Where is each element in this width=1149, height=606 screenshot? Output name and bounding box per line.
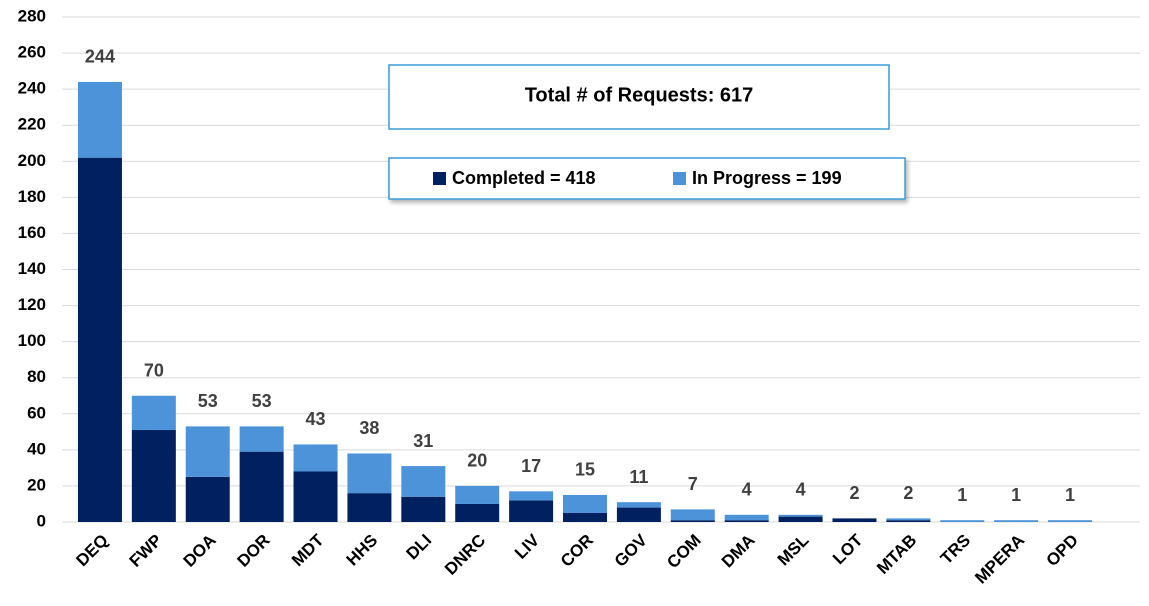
data-label: 20 [467,451,487,471]
legend-swatch [433,172,446,185]
x-tick-label: OPD [1043,531,1082,570]
data-label: 17 [521,456,541,476]
x-tick-label: DOR [233,531,273,571]
y-tick-label: 140 [18,259,46,278]
bar-segment [994,520,1039,522]
bar-segment [239,451,284,522]
data-label: 1 [1065,485,1075,505]
y-tick-label: 260 [18,43,46,62]
bar-segment [131,430,176,522]
bar-segment [131,395,176,431]
y-tick-label: 160 [18,223,46,242]
x-tick-label: GOV [611,530,652,571]
bar-segment [347,453,392,494]
bar-segment [886,518,931,521]
x-tick-label: MDT [288,530,328,570]
x-tick-label: MSL [774,531,813,570]
x-tick-label: TRS [937,531,974,568]
bar-segment [778,514,823,517]
bar-segment [455,485,500,504]
x-tick-label: DOA [180,531,220,571]
x-tick-label: COM [663,531,704,572]
bar-segment [185,426,230,477]
y-tick-label: 60 [27,403,46,422]
x-tick-label: COR [557,531,597,571]
data-label: 70 [144,361,164,381]
y-tick-label: 0 [37,511,46,530]
data-label: 1 [957,485,967,505]
bar-segment [293,444,338,472]
x-tick-label: DLI [403,531,436,564]
bar-segment [563,512,607,522]
annotation: Total # of Requests: 617 [525,84,754,106]
bar-segment [77,157,122,522]
y-tick-label: 120 [18,295,46,314]
y-tick-label: 240 [18,79,46,98]
bar-segment [401,496,446,522]
bar-segment [293,471,338,522]
bar-segment [347,493,392,522]
x-tick-label: FWP [126,531,166,571]
legend-box [388,157,906,200]
x-tick-label: MPERA [971,531,1028,588]
y-tick-label: 180 [18,187,46,206]
bar-segment [1048,520,1093,522]
bar-segment [886,520,931,522]
y-tick-label: 80 [27,367,46,386]
data-label: 43 [306,409,326,429]
bar-segment [670,520,715,522]
data-label: 15 [575,460,595,480]
bar-segment [77,81,122,158]
bar-segment [616,502,661,508]
data-label: 244 [85,47,115,67]
data-label: 53 [252,391,272,411]
data-label: 7 [688,474,698,494]
data-label: 2 [903,483,913,503]
x-tick-label: LIV [511,530,544,563]
y-tick-label: 200 [18,151,46,170]
data-label: 53 [198,391,218,411]
x-tick-label: DMA [718,531,759,572]
bar-segment [509,500,554,522]
y-tick-label: 20 [27,475,46,494]
y-tick-label: 40 [27,439,46,458]
bar-segment [563,494,607,513]
x-tick-label: DEQ [72,531,111,570]
legend-swatch [673,172,686,185]
bar-segment [832,518,877,522]
bar-segment [940,520,985,522]
x-tick-label: DNRC [441,531,489,579]
bar-segment [239,426,284,452]
data-label: 11 [629,467,648,487]
x-tick-label: HHS [343,531,382,570]
y-tick-label: 280 [18,6,46,25]
y-tick-label: 100 [18,331,46,350]
bar-segment [455,503,500,522]
bar-segment [778,516,823,522]
bar-segment [616,507,661,522]
bar-segment [401,466,446,497]
y-tick-label: 220 [18,115,46,134]
bar-segment [509,491,554,501]
data-label: 38 [359,418,379,438]
bar-segment [724,514,769,521]
bar-segment [185,476,230,522]
legend-label: Completed = 418 [452,168,596,188]
data-label: 4 [742,480,752,500]
annotation-box [388,64,890,130]
data-label: 31 [413,431,433,451]
x-tick-label: LOT [829,530,867,568]
bar-segment [670,509,715,521]
legend-label: In Progress = 199 [692,168,842,188]
bar-segment [724,520,769,522]
data-label: 4 [796,480,806,500]
data-label: 1 [1011,485,1021,505]
x-tick-label: MTAB [873,531,920,578]
data-label: 2 [849,483,859,503]
